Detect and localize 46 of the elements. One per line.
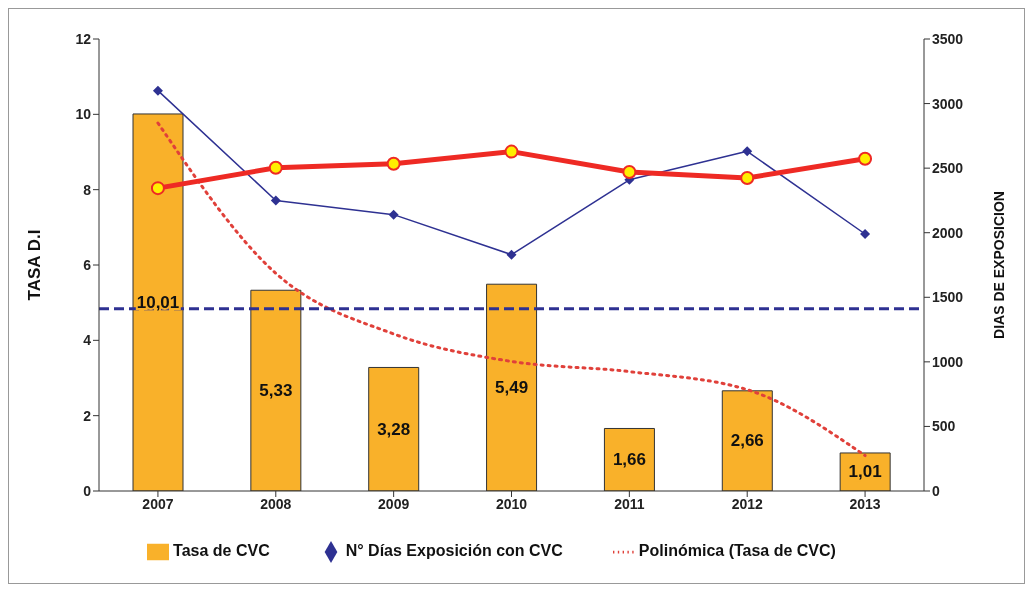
legend-label: N° Días Exposición con CVC bbox=[345, 542, 563, 560]
x-tick-label: 2008 bbox=[260, 495, 292, 512]
data-label: 1,66 bbox=[612, 450, 646, 470]
data-label: 1,01 bbox=[848, 462, 882, 482]
y-axis-title: TASA D.I bbox=[25, 229, 45, 301]
data-label: 2,66 bbox=[730, 431, 764, 451]
point bbox=[860, 229, 871, 240]
point bbox=[858, 151, 873, 166]
legend-label: Tasa de CVC bbox=[173, 542, 270, 560]
point bbox=[742, 146, 753, 157]
x-tick-label: 2010 bbox=[495, 495, 528, 512]
point bbox=[152, 85, 163, 96]
y-tick-label: 4 bbox=[83, 332, 92, 349]
y2-tick-label: 500 bbox=[932, 418, 956, 435]
y2-tick-label: 2000 bbox=[932, 224, 964, 241]
x-tick-label: 2013 bbox=[849, 495, 881, 512]
data-label: 3,28 bbox=[377, 419, 411, 439]
y2-tick-label: 2500 bbox=[932, 160, 964, 177]
y2-tick-label: 0 bbox=[932, 482, 940, 499]
y-tick-label: 8 bbox=[83, 181, 92, 198]
point bbox=[150, 181, 165, 196]
point bbox=[386, 156, 401, 171]
point bbox=[740, 170, 755, 185]
y2-axis-title: DIAS DE EXPOSICION bbox=[990, 191, 1007, 339]
legend-label: Polinómica (Tasa de CVC) bbox=[638, 542, 836, 560]
y2-tick-label: 1000 bbox=[932, 353, 964, 370]
y2-tick-label: 1500 bbox=[932, 289, 964, 306]
x-tick-label: 2012 bbox=[731, 495, 763, 512]
y2-tick-label: 3000 bbox=[932, 95, 964, 112]
y-tick-label: 2 bbox=[83, 407, 92, 424]
x-tick-label: 2011 bbox=[614, 495, 645, 512]
point bbox=[504, 144, 519, 159]
point bbox=[270, 195, 281, 206]
data-label: 5,33 bbox=[259, 381, 293, 401]
point bbox=[622, 164, 637, 179]
x-tick-label: 2007 bbox=[142, 495, 174, 512]
point bbox=[268, 160, 283, 175]
y-tick-label: 12 bbox=[75, 30, 92, 47]
y-tick-label: 0 bbox=[83, 482, 92, 499]
point bbox=[388, 209, 399, 220]
x-tick-label: 2009 bbox=[378, 495, 410, 512]
point bbox=[506, 249, 517, 260]
y-tick-label: 10 bbox=[75, 106, 92, 123]
data-label: 5,49 bbox=[495, 378, 529, 398]
y2-tick-label: 3500 bbox=[932, 30, 964, 47]
y-tick-label: 6 bbox=[83, 256, 92, 273]
